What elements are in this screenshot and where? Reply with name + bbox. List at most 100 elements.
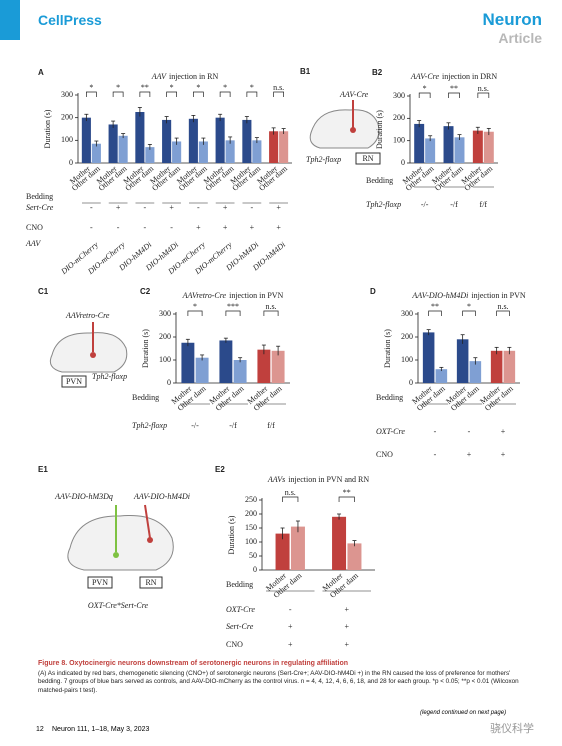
y-tick-label: 100	[393, 135, 405, 144]
title-text: injection in PVN	[471, 291, 525, 300]
panel-letter: A	[38, 68, 44, 77]
bar	[503, 350, 516, 383]
condition-value: -	[197, 203, 200, 212]
significance-bracket	[282, 496, 299, 502]
y-tick-label: 0	[69, 158, 73, 167]
significance-bracket	[448, 92, 460, 98]
journal: Neuron	[482, 10, 543, 29]
row-label: OXT-Cre	[226, 605, 255, 614]
condition-value: -/-	[421, 200, 429, 209]
y-tick-label: 0	[167, 378, 171, 387]
bar	[422, 332, 435, 383]
condition-value: +	[344, 622, 349, 631]
significance-label: ***	[227, 302, 239, 311]
row-label: Sert-Cre	[26, 203, 54, 212]
row-label: Bedding	[132, 393, 159, 402]
panel-letter: E1	[38, 465, 48, 474]
condition-value: -	[117, 223, 120, 232]
region-label: PVN	[92, 578, 108, 587]
title-italic: AAV-Cre	[410, 72, 440, 81]
caption-text: (A) As indicated by red bars, chemogenet…	[38, 670, 519, 694]
significance-label: *	[116, 83, 120, 92]
significance-label: n.s.	[265, 302, 276, 311]
mouse-label: Tph2-floxp	[92, 372, 127, 381]
diagram-b1	[309, 100, 381, 165]
significance-label: *	[223, 83, 227, 92]
condition-value: -	[144, 203, 147, 212]
significance-bracket	[225, 310, 241, 316]
citation: Neuron 111, 1–18, May 3, 2023	[52, 726, 150, 733]
bar	[425, 138, 436, 163]
y-tick-label: 50	[249, 551, 257, 560]
significance-label: **	[141, 83, 149, 92]
y-tick-label: 300	[159, 309, 171, 318]
significance-bracket	[273, 91, 284, 97]
y-axis-label: Duration (s)	[383, 329, 392, 368]
bar	[347, 543, 362, 570]
condition-value: +	[276, 223, 281, 232]
bar	[332, 516, 347, 570]
bar	[198, 141, 208, 163]
condition-value: +	[116, 203, 121, 212]
significance-bracket	[193, 91, 204, 97]
significance-label: *	[170, 83, 174, 92]
bar	[181, 342, 195, 383]
title-italic: AAV-DIO-hM4Di	[411, 291, 468, 300]
significance-label: *	[196, 83, 200, 92]
bar	[257, 349, 271, 383]
condition-value: +	[169, 203, 174, 212]
condition-value: f/f	[480, 200, 488, 209]
y-tick-label: 100	[245, 537, 257, 546]
condition-value: -	[144, 223, 147, 232]
watermark: 骁仪科学	[490, 723, 534, 735]
chart-title: AAV-DIO-hM4Di injection in PVN	[411, 291, 525, 300]
significance-label: *	[423, 84, 427, 93]
significance-label: *	[250, 83, 254, 92]
condition-value: -	[434, 427, 437, 436]
bar	[435, 369, 448, 383]
bar	[269, 131, 279, 163]
title-text: injection in RN	[169, 72, 219, 81]
bar	[454, 137, 465, 163]
significance-label: n.s.	[285, 488, 296, 497]
y-tick-label: 0	[253, 565, 257, 574]
condition-value: +	[196, 223, 201, 232]
significance-label: *	[89, 83, 93, 92]
virus-label: AAVretro-Cre	[65, 311, 110, 320]
region-label: RN	[362, 154, 373, 163]
bar	[81, 117, 91, 163]
bar	[252, 140, 262, 163]
bar	[414, 123, 425, 163]
continued: (legend continued on next page)	[420, 710, 507, 716]
row-label: Sert-Cre	[226, 622, 254, 631]
y-tick-label: 200	[61, 112, 73, 121]
y-tick-label: 300	[393, 91, 405, 100]
panel-letter: C2	[140, 287, 151, 296]
row-label: Bedding	[376, 393, 403, 402]
virus-label: AAV-DIO-hM3Dq	[54, 492, 113, 501]
panel-letter: B2	[372, 68, 383, 77]
section: Article	[498, 30, 542, 46]
panel-letter: C1	[38, 287, 49, 296]
condition-value: +	[288, 640, 293, 649]
row-label: AAV	[25, 239, 41, 248]
mouse-label: Tph2-floxp	[306, 155, 341, 164]
bar	[271, 350, 285, 383]
row-label: Bedding	[366, 176, 393, 185]
region-label: RN	[145, 578, 156, 587]
y-tick-label: 100	[61, 135, 73, 144]
significance-label: *	[193, 302, 197, 311]
bar	[108, 124, 118, 163]
bar	[135, 112, 145, 163]
bar	[242, 119, 252, 163]
bar	[443, 126, 454, 163]
chart-title: AAVs injection in PVN and RN	[267, 475, 369, 484]
bar	[483, 131, 494, 163]
publisher: CellPress	[38, 12, 102, 28]
bar	[195, 357, 209, 383]
page-number: 12	[36, 726, 44, 733]
significance-bracket	[462, 310, 476, 316]
significance-bracket	[139, 91, 151, 97]
title-italic: AAV	[151, 72, 167, 81]
y-tick-label: 0	[401, 158, 405, 167]
